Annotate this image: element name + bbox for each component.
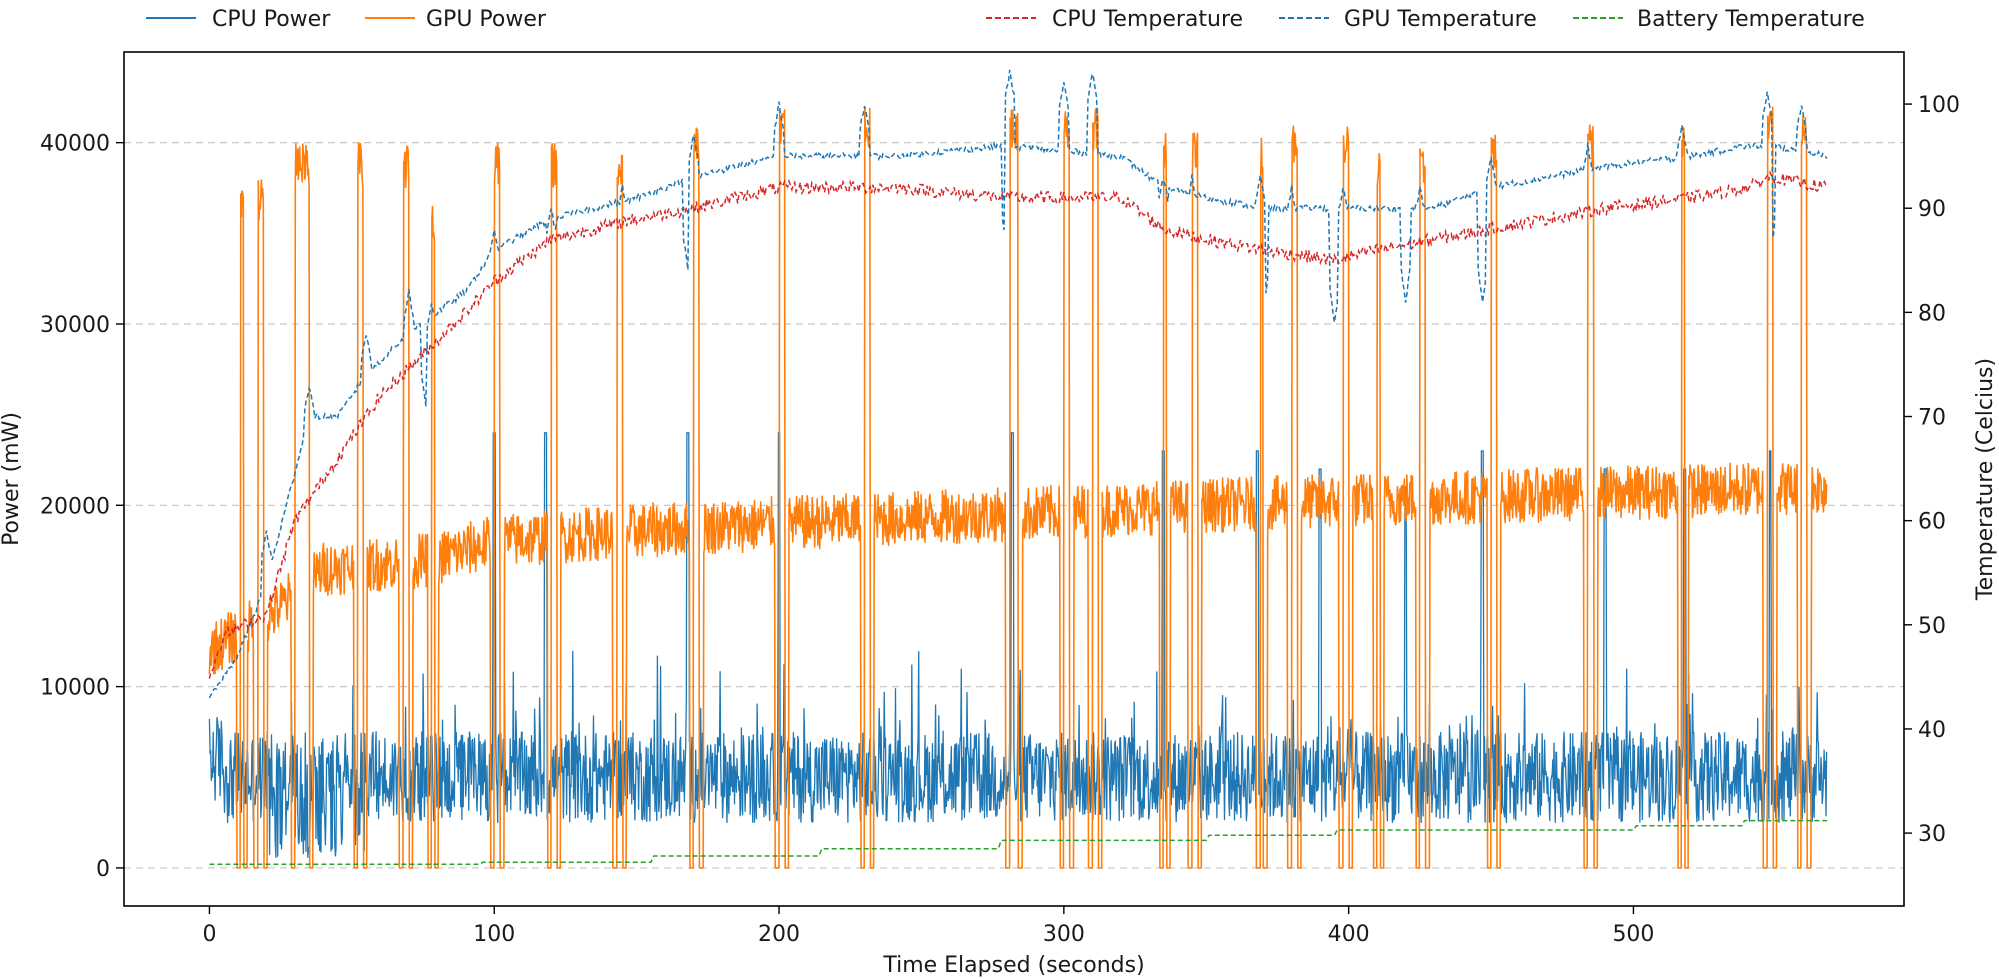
series-cpu-temperature (208, 170, 1828, 679)
legend-label-cpu-temperature: CPU Temperature (1052, 7, 1243, 32)
y-right-tick-label: 40 (1918, 718, 1946, 743)
temperature-series-layer (208, 69, 1828, 866)
legend-power: CPU Power GPU Power (146, 7, 547, 32)
x-tick-label: 100 (473, 922, 515, 947)
legend-label-gpu-temperature: GPU Temperature (1344, 7, 1537, 32)
x-tick-label: 500 (1612, 922, 1654, 947)
series-battery-temperature (209, 819, 1828, 866)
x-axis-title: Time Elapsed (seconds) (882, 953, 1144, 978)
power-series-layer (208, 106, 1828, 869)
plot-frame (123, 51, 1905, 907)
y-left-tick-label: 10000 (40, 676, 110, 701)
y-axis-left-title: Power (mW) (0, 412, 24, 546)
y-right-tick-label: 60 (1918, 510, 1946, 535)
y-left-tick-label: 30000 (40, 313, 110, 338)
x-tick-label: 0 (202, 922, 216, 947)
y-right-tick-label: 80 (1918, 301, 1946, 326)
y-right-tick-label: 50 (1918, 614, 1946, 639)
legend-temperature: CPU Temperature GPU Temperature Battery … (986, 7, 1865, 32)
y-left-tick-label: 40000 (40, 132, 110, 157)
y-right-tick-label: 30 (1918, 822, 1946, 847)
series-gpu-temperature (208, 69, 1828, 699)
axes-layer: 0 10000 20000 30000 40000 30 40 50 60 70 80 90 100 0 1… (40, 93, 1960, 947)
series-gpu-power (208, 106, 1828, 869)
legend-label-battery-temperature: Battery Temperature (1637, 7, 1865, 32)
y-left-tick-label: 20000 (40, 494, 110, 519)
y-right-tick-label: 90 (1918, 197, 1946, 222)
y-left-tick-label: 0 (96, 857, 110, 882)
legend-label-cpu-power: CPU Power (212, 7, 331, 32)
x-tick-label: 300 (1043, 922, 1085, 947)
x-tick-label: 200 (758, 922, 800, 947)
y-right-tick-label: 100 (1918, 93, 1960, 118)
legend-label-gpu-power: GPU Power (426, 7, 547, 32)
y-right-tick-label: 70 (1918, 406, 1946, 431)
x-tick-label: 400 (1328, 922, 1370, 947)
y-axis-right-title: Temperature (Celcius) (1973, 358, 1998, 601)
